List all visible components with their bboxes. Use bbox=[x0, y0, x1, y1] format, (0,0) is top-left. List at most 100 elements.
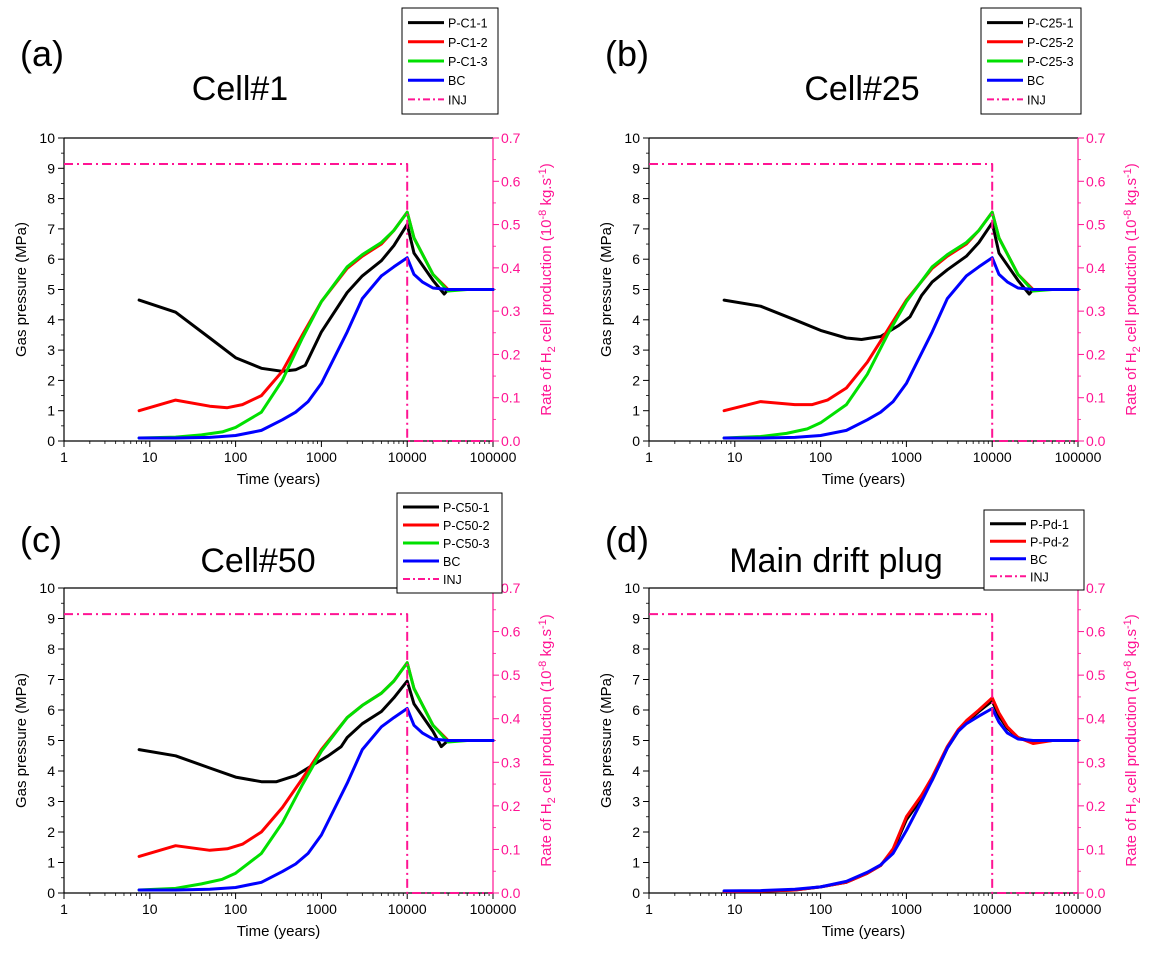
legend-label: BC bbox=[1030, 553, 1047, 567]
y-axis-label-right-part: -1 bbox=[537, 168, 549, 178]
x-tick-label: 10 bbox=[142, 901, 158, 917]
legend-label: BC bbox=[443, 555, 460, 569]
y-axis-label-right-part: Rate of H bbox=[1123, 803, 1140, 866]
y-tick-label-right: 0.4 bbox=[1086, 260, 1106, 276]
y-axis-label-right-part: Rate of H bbox=[538, 803, 555, 866]
y-axis-label-right-part: ) bbox=[1123, 614, 1140, 619]
y-axis-label-left: Gas pressure (MPa) bbox=[598, 673, 615, 808]
y-tick-label-left: 7 bbox=[47, 672, 55, 688]
y-tick-label-left: 4 bbox=[47, 763, 55, 779]
y-tick-label-left: 2 bbox=[632, 824, 640, 840]
x-tick-label: 100 bbox=[224, 901, 248, 917]
y-tick-label-right: 0.3 bbox=[501, 303, 521, 319]
y-axis-label-right-part: ) bbox=[538, 163, 555, 168]
panel-label: (c) bbox=[20, 519, 62, 560]
x-tick-label: 10000 bbox=[388, 901, 427, 917]
y-tick-label-right: 0.7 bbox=[1086, 580, 1106, 596]
chart-title: Main drift plug bbox=[729, 542, 943, 580]
x-tick-label: 100 bbox=[809, 449, 833, 465]
y-tick-label-right: 0.0 bbox=[1086, 885, 1106, 901]
y-tick-label-left: 0 bbox=[632, 885, 640, 901]
y-tick-label-right: 0.2 bbox=[501, 798, 521, 814]
y-tick-label-right: 0.6 bbox=[1086, 624, 1106, 640]
y-tick-label-right: 0.7 bbox=[501, 580, 521, 596]
y-tick-label-left: 10 bbox=[624, 130, 640, 146]
y-tick-label-left: 6 bbox=[47, 702, 55, 718]
y-tick-label-left: 1 bbox=[632, 403, 640, 419]
y-tick-label-right: 0.4 bbox=[501, 711, 521, 727]
y-tick-label-right: 0.4 bbox=[501, 260, 521, 276]
series-line-inj bbox=[649, 613, 1078, 894]
legend: P-Pd-1 P-Pd-2 BC INJ bbox=[983, 509, 1085, 591]
panel-label: (b) bbox=[605, 33, 649, 74]
legend-label: P-C50-1 bbox=[443, 501, 490, 515]
x-axis-label: Time (years) bbox=[822, 923, 906, 940]
legend-label: P-C50-3 bbox=[443, 537, 490, 551]
series-line-bc bbox=[722, 256, 1080, 440]
chart-title: Cell#50 bbox=[200, 542, 315, 580]
x-tick-label: 10000 bbox=[973, 449, 1012, 465]
y-axis-label-right-part: Rate of H bbox=[1123, 352, 1140, 415]
y-tick-label-left: 3 bbox=[632, 794, 640, 810]
y-tick-label-right: 0.2 bbox=[1086, 346, 1106, 362]
legend-label: INJ bbox=[443, 573, 462, 587]
legend-label: INJ bbox=[1027, 93, 1046, 107]
x-tick-label: 100000 bbox=[1055, 449, 1102, 465]
legend-label: P-Pd-2 bbox=[1030, 535, 1069, 549]
y-tick-label-left: 8 bbox=[632, 191, 640, 207]
series-line-p-c1-3 bbox=[137, 210, 495, 440]
series-line-bc bbox=[722, 707, 1080, 893]
y-axis-label-right-part: -8 bbox=[537, 661, 549, 671]
y-axis-label-left: Gas pressure (MPa) bbox=[598, 222, 615, 357]
y-tick-label-right: 0.6 bbox=[1086, 173, 1106, 189]
y-tick-label-left: 3 bbox=[47, 794, 55, 810]
panel-2: (b)Cell#251 10 100 1000 10000 100000012345678… bbox=[598, 7, 1143, 488]
y-axis-label-right-part: -8 bbox=[1122, 661, 1134, 671]
series-line-p-c50-1 bbox=[137, 679, 495, 784]
y-tick-label-left: 10 bbox=[39, 580, 55, 596]
y-axis-label-right-part: ) bbox=[1123, 163, 1140, 168]
legend-label: BC bbox=[1027, 74, 1044, 88]
y-axis-label-right-part: -1 bbox=[1122, 168, 1134, 178]
x-tick-label: 100 bbox=[224, 449, 248, 465]
y-tick-label-left: 7 bbox=[632, 672, 640, 688]
y-tick-label-left: 10 bbox=[39, 130, 55, 146]
series-line-bc bbox=[137, 707, 495, 892]
y-tick-label-left: 9 bbox=[632, 160, 640, 176]
y-axis-label-right-part: cell production (10 bbox=[538, 671, 555, 798]
legend: P-C50-1 P-C50-2 P-C50-3 BC INJ bbox=[396, 492, 503, 594]
x-tick-label: 1000 bbox=[891, 901, 922, 917]
y-tick-label-right: 0.2 bbox=[1086, 798, 1106, 814]
legend-label: P-C25-3 bbox=[1027, 55, 1074, 69]
series-line-inj bbox=[64, 163, 493, 442]
legend-label: P-C50-2 bbox=[443, 519, 490, 533]
y-tick-label-left: 5 bbox=[47, 733, 55, 749]
x-axis-label: Time (years) bbox=[237, 471, 321, 488]
x-tick-label: 1 bbox=[645, 449, 653, 465]
x-tick-label: 1 bbox=[645, 901, 653, 917]
y-tick-label-left: 0 bbox=[632, 433, 640, 449]
y-tick-label-right: 0.1 bbox=[501, 841, 521, 857]
y-tick-label-left: 5 bbox=[632, 733, 640, 749]
y-tick-label-left: 1 bbox=[632, 855, 640, 871]
legend-label: P-C25-1 bbox=[1027, 17, 1074, 31]
y-tick-label-right: 0.3 bbox=[501, 754, 521, 770]
x-tick-label: 100000 bbox=[470, 901, 517, 917]
y-tick-label-left: 7 bbox=[47, 221, 55, 237]
y-tick-label-left: 5 bbox=[47, 282, 55, 298]
y-tick-label-left: 4 bbox=[632, 763, 640, 779]
y-tick-label-left: 5 bbox=[632, 282, 640, 298]
y-tick-label-right: 0.7 bbox=[1086, 130, 1106, 146]
legend-label: P-C1-2 bbox=[448, 36, 488, 50]
y-axis-label-right-part: 2 bbox=[1131, 797, 1143, 803]
y-tick-label-right: 0.0 bbox=[501, 885, 521, 901]
y-axis-label-right-part: kg.s bbox=[1123, 178, 1140, 210]
y-tick-label-left: 1 bbox=[47, 855, 55, 871]
y-tick-label-right: 0.1 bbox=[501, 390, 521, 406]
y-axis-label-right: Rate of H2 cell production (10-8 kg.s-1) bbox=[1122, 614, 1143, 867]
series-line-bc bbox=[137, 256, 495, 440]
y-tick-label-right: 0.3 bbox=[1086, 303, 1106, 319]
y-tick-label-left: 2 bbox=[47, 824, 55, 840]
y-tick-label-right: 0.5 bbox=[501, 217, 521, 233]
